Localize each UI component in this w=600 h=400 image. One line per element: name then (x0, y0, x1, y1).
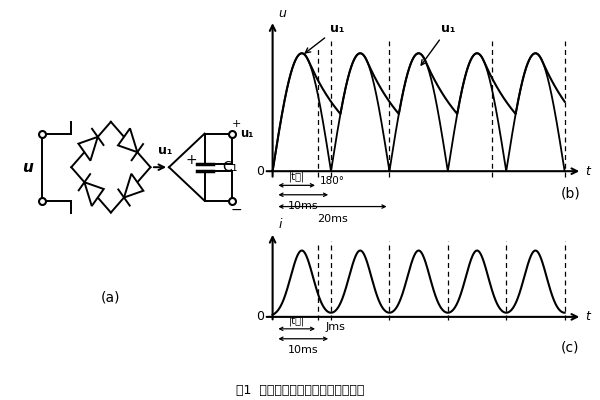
Text: u₁: u₁ (158, 144, 172, 158)
Text: −: − (230, 203, 242, 217)
Text: u: u (278, 7, 286, 20)
Polygon shape (118, 128, 137, 152)
Text: 180°: 180° (320, 176, 345, 186)
Text: u₁: u₁ (240, 127, 254, 140)
Text: C₁: C₁ (222, 160, 237, 174)
Text: (a): (a) (101, 290, 121, 305)
Text: u₁: u₁ (421, 22, 455, 65)
Text: Jms: Jms (325, 322, 345, 332)
Text: 0: 0 (256, 310, 264, 323)
Text: 10ms: 10ms (288, 345, 319, 355)
Text: (b): (b) (560, 186, 580, 200)
Text: 图1  整流滤波电压及整流电流的波形: 图1 整流滤波电压及整流电流的波形 (236, 384, 364, 396)
Text: +: + (185, 153, 197, 167)
Text: u: u (22, 160, 33, 175)
Text: i: i (278, 218, 282, 231)
Text: 10ms: 10ms (288, 201, 319, 211)
Text: u₁: u₁ (305, 22, 344, 53)
Text: (c): (c) (561, 340, 580, 354)
Text: t: t (585, 310, 590, 323)
Polygon shape (85, 182, 104, 206)
Text: |t꜀|: |t꜀| (289, 316, 305, 326)
Text: +: + (232, 118, 241, 128)
Text: |t꜀|: |t꜀| (289, 171, 305, 182)
Polygon shape (79, 137, 98, 161)
Text: 20ms: 20ms (317, 214, 348, 224)
Polygon shape (124, 174, 143, 198)
Text: 0: 0 (256, 165, 264, 178)
Text: t: t (585, 165, 590, 178)
